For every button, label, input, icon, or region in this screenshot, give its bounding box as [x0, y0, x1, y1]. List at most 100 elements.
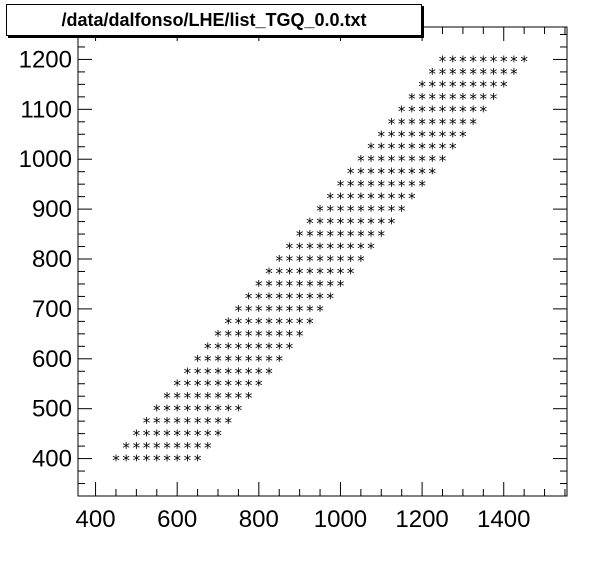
data-point: * [265, 277, 274, 295]
data-point: * [448, 140, 457, 158]
data-point: * [326, 252, 335, 270]
data-point: * [407, 190, 416, 208]
data-point: * [193, 402, 202, 420]
data-point: * [295, 314, 304, 332]
data-point: * [336, 177, 345, 195]
data-point: * [234, 402, 243, 420]
data-point: * [265, 327, 274, 345]
data-point: * [407, 140, 416, 158]
data-point: * [356, 165, 365, 183]
data-point: * [387, 165, 396, 183]
data-point: * [377, 127, 386, 145]
data-point: * [397, 202, 406, 220]
data-point: * [152, 439, 161, 457]
data-point: * [142, 414, 151, 432]
data-point: * [448, 127, 457, 145]
data-point: * [469, 90, 478, 108]
data-point: * [254, 289, 263, 307]
data-point: * [428, 90, 437, 108]
data-point: * [162, 439, 171, 457]
data-point: * [458, 52, 467, 70]
data-point: * [213, 352, 222, 370]
data-point: * [193, 414, 202, 432]
data-point: * [418, 127, 427, 145]
data-point: * [244, 352, 253, 370]
data-point: * [326, 264, 335, 282]
data-point: * [458, 115, 467, 133]
data-point: * [244, 364, 253, 382]
data-point: * [162, 414, 171, 432]
data-points: * * * * * * * * ** * * * * * * * ** * * * * * * * ** * * * * * * * ** * * *… [111, 52, 528, 469]
data-point: * [418, 152, 427, 170]
data-point: * [428, 102, 437, 120]
data-point: * [183, 389, 192, 407]
data-point: * [234, 364, 243, 382]
data-point: * [295, 327, 304, 345]
data-point: * [489, 52, 498, 70]
data-point: * [265, 352, 274, 370]
data-point: * [203, 389, 212, 407]
data-point: * [448, 102, 457, 120]
data-point: * [162, 452, 171, 470]
data-point: * [479, 102, 488, 120]
x-tick-label: 1400 [477, 506, 530, 533]
data-point: * [285, 314, 294, 332]
data-point: * [305, 264, 314, 282]
data-point: * [448, 52, 457, 70]
data-point: * [407, 152, 416, 170]
data-point: * [213, 339, 222, 357]
data-point: * [183, 377, 192, 395]
data-point: * [224, 389, 233, 407]
data-point: * [316, 289, 325, 307]
data-point: * [418, 102, 427, 120]
data-point: * [418, 115, 427, 133]
data-point: * [142, 452, 151, 470]
data-point: * [387, 140, 396, 158]
data-point: * [428, 115, 437, 133]
y-axis: 400 500 600 700 800 900 1000 1100 1200 [19, 33, 567, 497]
data-point: * [203, 339, 212, 357]
data-point: * [203, 364, 212, 382]
data-point: * [213, 402, 222, 420]
data-point: * [356, 215, 365, 233]
data-point: * [367, 177, 376, 195]
data-point: * [213, 414, 222, 432]
data-point: * [356, 177, 365, 195]
data-point: * [203, 439, 212, 457]
data-point: * [224, 327, 233, 345]
data-point: * [336, 215, 345, 233]
data-point: * [346, 177, 355, 195]
data-point: * [479, 52, 488, 70]
data-point: * [397, 127, 406, 145]
data-point: * [418, 165, 427, 183]
data-point: * [295, 289, 304, 307]
data-point: * [346, 165, 355, 183]
data-point: * [367, 190, 376, 208]
data-point: * [193, 377, 202, 395]
data-point: * [326, 227, 335, 245]
data-point: * [142, 427, 151, 445]
data-point: * [275, 264, 284, 282]
data-point: * [265, 314, 274, 332]
data-point: * [397, 102, 406, 120]
y-tick-label: 800 [32, 246, 72, 273]
data-point: * [316, 202, 325, 220]
data-point: * [132, 452, 141, 470]
data-point: * [367, 140, 376, 158]
data-point: * [377, 227, 386, 245]
data-point: * [469, 115, 478, 133]
data-point: * [203, 377, 212, 395]
data-point: * [275, 289, 284, 307]
data-point: * [346, 252, 355, 270]
data-point: * [173, 439, 182, 457]
data-point: * [316, 240, 325, 258]
data-point: * [407, 165, 416, 183]
y-tick-label: 1100 [20, 96, 72, 123]
x-tick-label: 400 [76, 506, 116, 533]
data-point: * [254, 314, 263, 332]
data-point: * [438, 90, 447, 108]
data-point: * [173, 377, 182, 395]
data-point: * [367, 240, 376, 258]
data-point: * [438, 152, 447, 170]
data-point: * [254, 327, 263, 345]
